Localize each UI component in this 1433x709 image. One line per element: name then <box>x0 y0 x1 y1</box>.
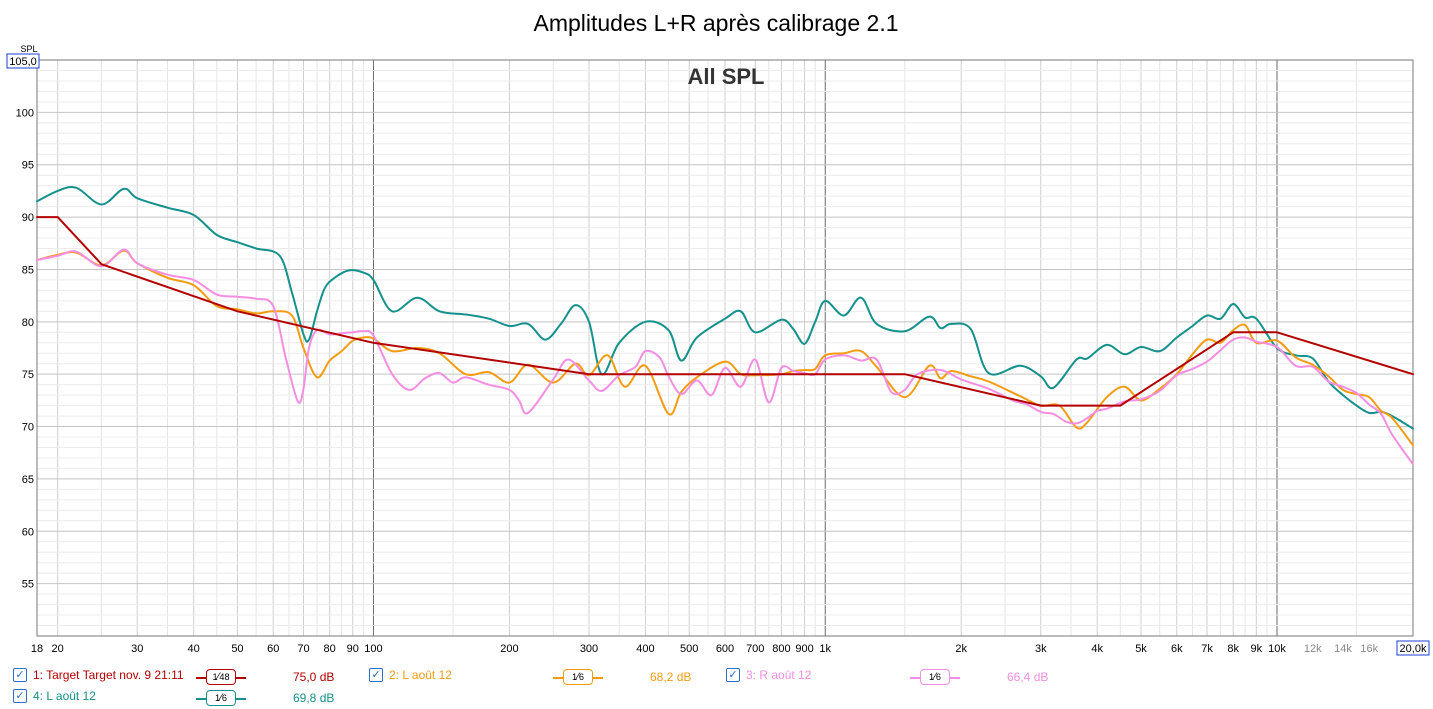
x-tick-label: 14k <box>1334 643 1352 655</box>
x-tick-label: 3k <box>1035 643 1047 655</box>
x-tick-label: 10k <box>1268 643 1286 655</box>
x-tick-label: 80 <box>324 643 336 655</box>
x-tick-label: 800 <box>772 643 790 655</box>
legend-value-target: 75,0 dB <box>293 670 335 684</box>
legend-item-r-3[interactable]: ✓ 3: R août 12 <box>726 668 811 682</box>
x-right-box[interactable] <box>1396 640 1430 656</box>
legend-label-l-2: 2: L août 12 <box>389 668 452 682</box>
y-tick-label: 75 <box>22 369 34 381</box>
x-tick-label: 70 <box>297 643 309 655</box>
smoothing-num: 1 <box>214 693 221 703</box>
x-tick-label: 500 <box>680 643 698 655</box>
smoothing-den: 6 <box>221 693 228 703</box>
y-tick-label: 90 <box>22 212 34 224</box>
y-axis-label: SPL <box>20 44 37 54</box>
x-tick-label: 100 <box>364 643 382 655</box>
x-tick-label: 400 <box>636 643 654 655</box>
smoothing-den: 6 <box>578 672 585 682</box>
checkbox-icon[interactable]: ✓ <box>369 668 383 682</box>
checkbox-icon[interactable]: ✓ <box>726 668 740 682</box>
spl-chart[interactable]: Amplitudes L+R après calibrage 2.1 55 60 6… <box>0 0 1433 662</box>
legend-item-target[interactable]: ✓ 1: Target Target nov. 9 21:11 <box>13 668 184 682</box>
x-tick-label: 50 <box>231 643 243 655</box>
x-tick-labels: 18 20 30 40 50 60 70 80 90 100 200 300 400 500 600 700 8… <box>31 643 1379 655</box>
smoothing-num: 1 <box>928 672 935 682</box>
x-tick-label: 30 <box>131 643 143 655</box>
smoothing-num: 1 <box>212 672 218 682</box>
y-top-box[interactable] <box>6 53 40 69</box>
x-tick-label: 4k <box>1091 643 1103 655</box>
x-tick-label: 20 <box>52 643 64 655</box>
x-tick-label: 5k <box>1135 643 1147 655</box>
legend-value-l-4: 69,8 dB <box>293 691 335 705</box>
x-tick-label: 60 <box>267 643 279 655</box>
x-tick-label: 2k <box>955 643 967 655</box>
x-tick-label: 1k <box>819 643 831 655</box>
y-tick-label: 55 <box>22 579 34 591</box>
x-tick-label: 40 <box>188 643 200 655</box>
checkbox-icon[interactable]: ✓ <box>13 668 27 682</box>
x-tick-label: 300 <box>580 643 598 655</box>
smoothing-box-r-3[interactable]: 1 ⁄ 6 <box>920 669 950 685</box>
legend-label-target: 1: Target Target nov. 9 21:11 <box>33 668 184 682</box>
plot-frame <box>36 59 1414 637</box>
smoothing-box-target[interactable]: 1 ⁄ 48 <box>206 669 236 685</box>
legend-label-r-3: 3: R août 12 <box>746 668 812 682</box>
y-tick-label: 85 <box>22 264 34 276</box>
x-tick-label: 16k <box>1360 643 1378 655</box>
y-tick-labels: 55 60 65 70 75 80 85 90 95 100 <box>16 107 34 590</box>
x-tick-label: 12k <box>1304 643 1322 655</box>
y-tick-label: 100 <box>16 107 34 119</box>
smoothing-den: 48 <box>219 672 230 682</box>
y-tick-label: 65 <box>22 474 34 486</box>
chart-title: Amplitudes L+R après calibrage 2.1 <box>533 10 898 36</box>
y-tick-label: 80 <box>22 317 34 329</box>
y-top-value: 105,0 <box>9 56 37 68</box>
y-tick-label: 60 <box>22 526 34 538</box>
series-line-1[interactable] <box>36 185 1414 430</box>
x-tick-label: 900 <box>795 643 813 655</box>
legend-label-l-4: 4: L août 12 <box>33 689 96 703</box>
grid <box>37 59 1413 637</box>
legend-item-l-4[interactable]: ✓ 4: L août 12 <box>13 689 96 703</box>
y-tick-label: 70 <box>22 422 34 434</box>
smoothing-num: 1 <box>571 672 578 682</box>
legend-value-l-2: 68,2 dB <box>650 670 692 684</box>
legend-item-l-2[interactable]: ✓ 2: L août 12 <box>369 668 452 682</box>
x-tick-label: 6k <box>1171 643 1183 655</box>
x-tick-label: 700 <box>746 643 764 655</box>
x-right-value: 20,0k <box>1400 643 1427 655</box>
x-tick-label: 8k <box>1227 643 1239 655</box>
all-spl-annotation: All SPL <box>687 64 764 89</box>
x-tick-label: 200 <box>500 643 518 655</box>
series-line-4[interactable] <box>36 216 1414 407</box>
x-tick-label: 9k <box>1251 643 1263 655</box>
series-line-3[interactable] <box>36 248 1414 466</box>
smoothing-box-l-4[interactable]: 1 ⁄ 6 <box>206 690 236 706</box>
series-group <box>36 185 1414 466</box>
legend: ✓ 1: Target Target nov. 9 21:11 1 ⁄ 48 75,… <box>0 662 1433 709</box>
x-tick-label: 18 <box>31 643 43 655</box>
checkbox-icon[interactable]: ✓ <box>13 689 27 703</box>
x-tick-label: 7k <box>1201 643 1213 655</box>
x-tick-label: 90 <box>347 643 359 655</box>
legend-value-r-3: 66,4 dB <box>1007 670 1049 684</box>
smoothing-den: 6 <box>935 672 942 682</box>
y-tick-label: 95 <box>22 160 34 172</box>
x-tick-label: 600 <box>716 643 734 655</box>
smoothing-box-l-2[interactable]: 1 ⁄ 6 <box>563 669 593 685</box>
